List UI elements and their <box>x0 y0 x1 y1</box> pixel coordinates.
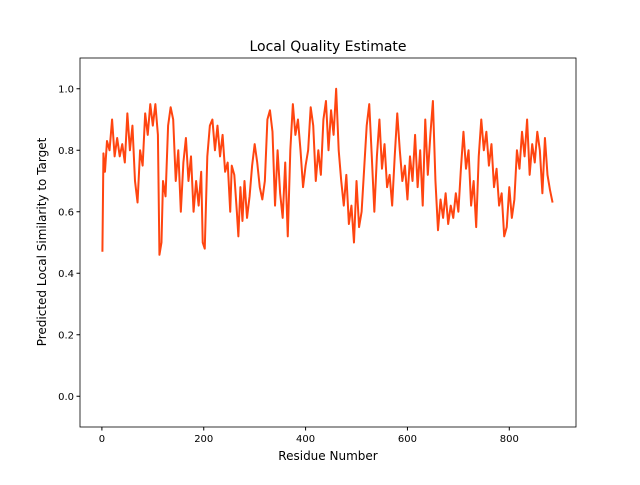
y-tick-label: 0.0 <box>58 392 74 403</box>
data-line <box>101 87 554 256</box>
x-tick-label: 0 <box>99 434 105 445</box>
y-tick-label: 0.8 <box>58 146 74 157</box>
y-tick-label: 0.4 <box>58 269 74 280</box>
y-tick-label: 0.6 <box>58 207 74 218</box>
x-tick-label: 600 <box>398 434 417 445</box>
x-tick-label: 800 <box>500 434 519 445</box>
x-axis-label: Residue Number <box>278 449 377 463</box>
y-tick-label: 0.2 <box>58 330 74 341</box>
x-tick-label: 400 <box>296 434 315 445</box>
chart-title: Local Quality Estimate <box>249 39 406 55</box>
plot-frame <box>79 57 577 428</box>
y-axis-label: Predicted Local Similarity to Target <box>35 137 49 346</box>
x-tick-label: 200 <box>194 434 213 445</box>
y-tick-label: 1.0 <box>58 84 74 95</box>
